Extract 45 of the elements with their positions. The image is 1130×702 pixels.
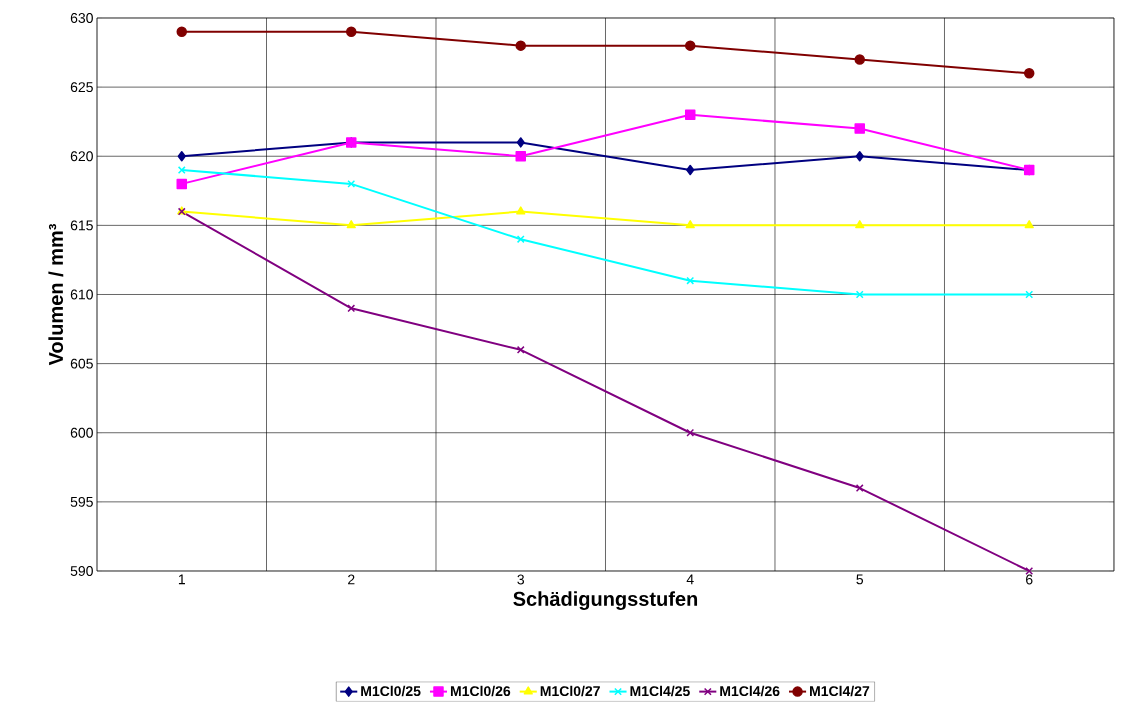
legend-label: M1Cl0/27 [540, 685, 600, 697]
point [854, 54, 865, 65]
legend-label: M1Cl4/25 [630, 685, 690, 697]
legend-label: M1Cl4/26 [720, 685, 780, 697]
x-tick-label: 5 [856, 574, 864, 585]
point [854, 123, 865, 135]
point [177, 151, 186, 162]
point [347, 304, 356, 313]
y-tick-label: 615 [70, 220, 93, 231]
y-tick-label: 590 [70, 566, 93, 577]
point [686, 428, 695, 437]
legend-label: M1Cl0/26 [450, 685, 511, 697]
x-tick-label: 6 [1026, 574, 1033, 585]
x-axis-title: Schädigungsstufen [513, 591, 698, 611]
point [516, 137, 525, 148]
point [855, 220, 865, 229]
y-tick-label: 630 [70, 13, 93, 24]
y-tick-label: 595 [70, 497, 93, 508]
point [685, 220, 695, 229]
point [516, 346, 525, 354]
point [346, 220, 356, 229]
y-tick-label: 600 [70, 427, 93, 438]
point [176, 178, 188, 190]
point [1024, 220, 1034, 229]
point [346, 26, 357, 38]
x-tick-label: 3 [517, 574, 525, 585]
x-tick-label: 2 [348, 574, 355, 585]
point [176, 26, 188, 38]
point [516, 206, 526, 215]
point [1023, 68, 1035, 79]
y-axis-title: Volumen / mm³ [48, 224, 64, 366]
point [686, 165, 695, 176]
y-tick-label: 625 [70, 82, 93, 93]
legend-label: M1Cl4/27 [810, 685, 870, 697]
point [684, 40, 696, 52]
point [855, 151, 864, 162]
y-tick-label: 605 [70, 358, 93, 369]
point [684, 109, 696, 121]
x-tick-label: 1 [178, 574, 185, 585]
legend-label: M1Cl0/25 [361, 685, 421, 697]
y-tick-label: 610 [70, 289, 93, 300]
x-tick-label: 4 [686, 574, 694, 585]
point [515, 40, 526, 52]
point [515, 151, 526, 162]
y-tick-label: 620 [70, 151, 93, 162]
